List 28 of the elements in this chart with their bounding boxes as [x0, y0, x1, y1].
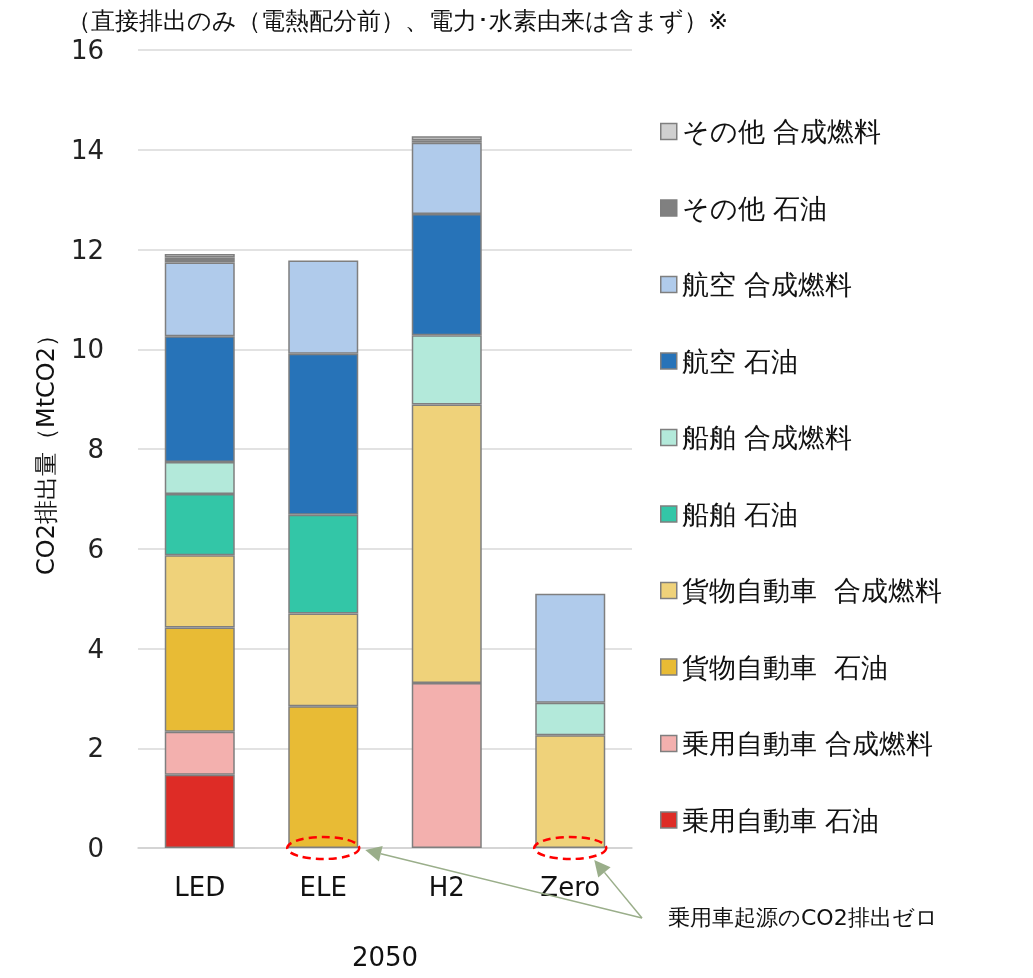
text: 乗用車起源のCO2排出ゼロ [668, 904, 938, 930]
x-tick-label: LED [174, 872, 226, 902]
y-tick-label: 16 [70, 35, 104, 65]
x-tick-label: Zero [540, 872, 601, 902]
y-tick-label: 0 [87, 833, 104, 863]
y-tick-label: 12 [70, 234, 104, 265]
legend-label: 乗用自動車 石油 [681, 804, 880, 836]
legend-label: 航空 石油 [681, 345, 799, 377]
legend-label: 航空 合成燃料 [681, 269, 853, 300]
x-tick-label: ELE [299, 872, 347, 902]
x-axis-title: 2050 [351, 942, 419, 972]
x-tick-label: H2 [428, 872, 465, 902]
legend-label: 貨物自動車 合成燃料 [681, 575, 942, 606]
legend-label: 乗用自動車 合成燃料 [681, 728, 934, 759]
legend-label: 船舶 石油 [681, 498, 799, 530]
legend-label: 船舶 合成燃料 [681, 422, 853, 453]
legend-label: その他 石油 [681, 192, 828, 224]
chart-title: （直接排出のみ（電熱配分前）、電力･水素由来は含まず）※ [67, 7, 729, 35]
y-axis-title: CO2排出量（MtCO2） [32, 323, 60, 575]
y-tick-label: 14 [70, 134, 104, 165]
y-tick-label: 4 [87, 633, 104, 664]
legend-label: 貨物自動車 石油 [681, 651, 888, 683]
y-tick-label: 6 [87, 533, 104, 564]
legend-label: その他 合成燃料 [681, 116, 882, 147]
bar [411, 136, 482, 141]
y-tick-label: 2 [87, 733, 104, 764]
y-tick-label: 10 [70, 334, 104, 365]
y-tick-label: 8 [87, 434, 104, 464]
